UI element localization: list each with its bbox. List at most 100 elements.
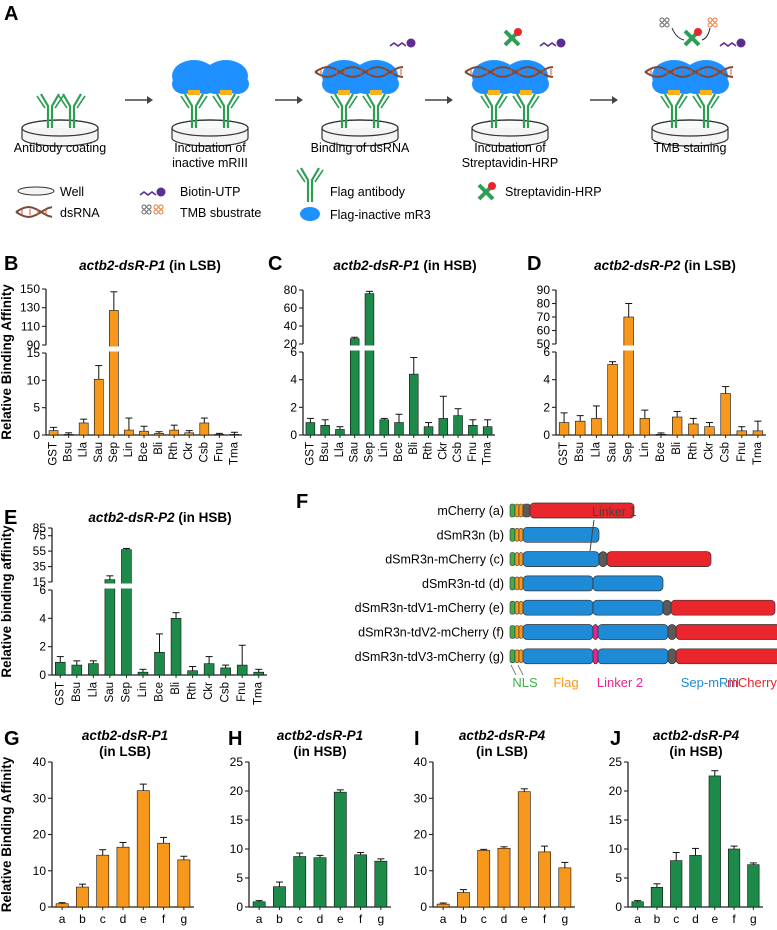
flag-inactive-mr3-lobe <box>504 74 528 94</box>
axis-break-gap <box>304 345 496 351</box>
bar-Rth <box>169 429 179 436</box>
flag-inactive-mr3-lobe <box>322 74 346 94</box>
bar-Ckr <box>704 426 715 436</box>
axis-break-gap <box>47 346 243 352</box>
flag-antibody-arm <box>58 95 86 109</box>
chart-title: actb2-dsR-P1 <box>82 728 168 743</box>
y-tick-label: 10 <box>33 864 47 878</box>
y-tick-label: 0 <box>39 668 46 682</box>
bar-Tma <box>482 426 493 436</box>
schematic-step: Binding of dsRNA <box>311 38 453 155</box>
step-label: Incubation of <box>474 141 546 155</box>
bar-g <box>747 864 760 908</box>
x-tick-label: Bsu <box>71 682 83 702</box>
x-tick-label: GST <box>54 682 66 706</box>
dsrna-strand <box>314 66 404 78</box>
y-tick-label: 4 <box>543 373 550 387</box>
x-tick-label: f <box>543 912 547 926</box>
bar-GST <box>305 422 316 436</box>
panel-label-c: C <box>268 253 282 275</box>
chart-panel-g: 0 10 20 30 40 a b c d e f g actb2-dsR-P1(in LSB) Rela… <box>0 728 194 926</box>
legend-well: Well <box>60 185 84 199</box>
bar-b <box>457 892 470 908</box>
x-tick-label: Bli <box>408 442 420 455</box>
biotin-utp-icon <box>156 187 166 197</box>
bar-Bce <box>154 652 165 676</box>
flag-tag <box>518 503 524 518</box>
x-tick-label: Bsu <box>63 442 75 462</box>
panel-label-f: F <box>296 491 308 513</box>
tmb-substrate-icon <box>146 209 152 215</box>
tmb-arrow <box>671 27 711 41</box>
x-tick-label: Lin <box>137 682 149 697</box>
construct-row: mCherry (a) <box>437 502 635 519</box>
bar-Lla <box>88 663 99 676</box>
y-tick-label: 20 <box>284 337 298 351</box>
panel-label-h: H <box>228 728 242 750</box>
bar-Csb <box>453 415 463 436</box>
flag-antibody-arm <box>36 95 64 109</box>
x-tick-label: g <box>181 912 188 926</box>
y-tick-label: 6 <box>543 345 550 359</box>
step-arrowhead <box>612 96 618 104</box>
x-tick-label: e <box>140 912 147 926</box>
sep-block <box>597 624 669 640</box>
x-tick-label: Sep <box>108 442 120 462</box>
schematic-legend: Well dsRNA Biotin-UTP TMB sbustrate Flag ant… <box>15 167 602 222</box>
bar-Rth <box>187 670 198 676</box>
construct-legend-nls: NLS <box>512 675 538 690</box>
bar-Csb <box>720 393 731 436</box>
dsrna-strand <box>314 66 404 78</box>
sep-block <box>522 599 594 616</box>
bar-Rth <box>688 423 699 436</box>
x-tick-label: Lla <box>590 441 602 457</box>
linker1-block <box>662 599 672 616</box>
bar-GST <box>48 430 59 436</box>
flag-antibody-icon <box>664 93 684 128</box>
y-tick-label: 20 <box>33 828 47 842</box>
x-tick-label: a <box>256 912 263 926</box>
x-tick-label: e <box>337 912 344 926</box>
x-tick-label: e <box>711 912 718 926</box>
x-tick-label: Ckr <box>203 682 215 700</box>
chart-title-main: actb2-dsR-P2 <box>594 258 681 273</box>
chart-title-main: actb2-dsR-P1 <box>333 258 419 273</box>
x-tick-label: Rth <box>687 442 699 460</box>
linker1-block <box>598 551 608 567</box>
bar-e <box>708 775 721 908</box>
mcherry-block <box>675 624 777 640</box>
linker1-block <box>522 503 531 518</box>
flag-antibody-arm <box>296 169 324 183</box>
construct-row: dSmR3n-td (d) <box>422 575 664 592</box>
flag-antibody-arm <box>362 95 390 109</box>
y-tick-label: 25 <box>609 755 623 769</box>
bar-Bli <box>154 433 164 436</box>
y-tick-label: 20 <box>414 828 428 842</box>
x-tick-label: Tma <box>482 441 494 465</box>
y-tick-label: 15 <box>33 575 47 589</box>
y-tick-label: 75 <box>33 529 47 543</box>
mcherry-block <box>606 551 712 567</box>
y-tick-label: 15 <box>230 813 244 827</box>
chart-title-suffix: (in LSB) <box>680 258 736 273</box>
y-tick-label: 0 <box>39 900 46 914</box>
sep-block <box>522 575 594 592</box>
y-tick-label: 80 <box>284 283 298 297</box>
flag-antibody-icon <box>516 93 536 128</box>
bar-g <box>558 867 572 908</box>
y-tick-label: 2 <box>290 400 297 414</box>
x-tick-label: Rth <box>423 442 435 460</box>
well-icon-rim <box>321 119 399 137</box>
bar-e <box>517 791 531 908</box>
y-tick-label: 80 <box>537 297 551 311</box>
well-icon-rim <box>21 119 99 137</box>
tmb-substrate-icon <box>141 204 147 210</box>
well-icon-wall <box>171 128 249 147</box>
bar-Fnu <box>468 425 478 436</box>
tmb-substrate-icon <box>153 209 159 215</box>
flag-tag <box>514 552 520 566</box>
tmb-substrate-icon <box>707 17 713 23</box>
well-icon-wall <box>321 128 399 147</box>
x-tick-label: Bce <box>655 442 667 462</box>
x-tick-label: b <box>654 912 661 926</box>
